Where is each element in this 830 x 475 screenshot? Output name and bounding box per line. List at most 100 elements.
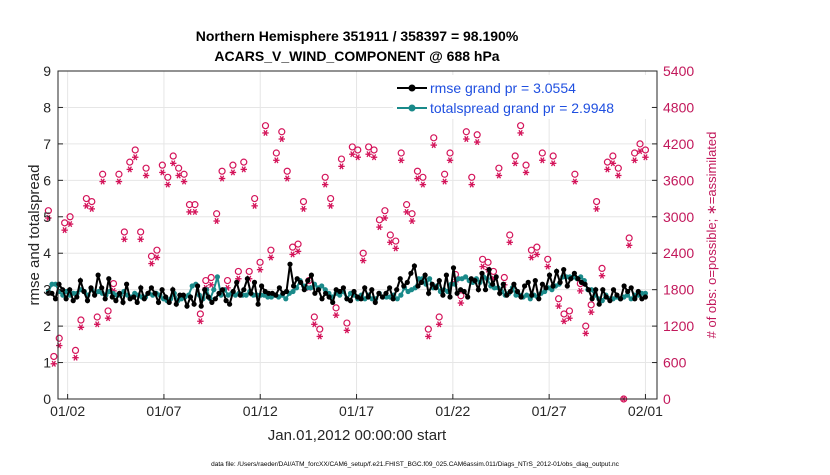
obs-possible-marker xyxy=(598,264,606,273)
rmse-point xyxy=(500,281,506,287)
obs-assimilated-marker xyxy=(153,254,161,261)
obs-assimilated-marker xyxy=(408,217,416,225)
obs-possible-marker xyxy=(549,152,557,160)
obs-assimilated-marker xyxy=(577,287,584,294)
rmse-point xyxy=(450,265,457,271)
obs-assimilated-marker xyxy=(159,169,166,176)
obs-assimilated-marker xyxy=(370,154,378,161)
rmse-point xyxy=(635,288,641,295)
obs-possible-marker xyxy=(99,170,107,178)
obs-assimilated-marker xyxy=(365,151,372,158)
rmse-point xyxy=(102,296,108,302)
chart-title-line2: ACARS_V_WIND_COMPONENT @ 688 hPa xyxy=(214,48,499,64)
rmse-point xyxy=(372,299,378,305)
obs-assimilated-marker xyxy=(631,157,638,164)
obs-assimilated-marker xyxy=(446,157,454,164)
rmse-point xyxy=(603,294,609,300)
obs-possible-marker xyxy=(153,246,161,254)
rmse-point xyxy=(219,287,226,293)
rmse-point xyxy=(241,287,247,293)
legend-rmse-label: rmse grand pr = 3.0554 xyxy=(430,80,576,96)
rmse-point xyxy=(625,288,631,295)
obs-possible-marker xyxy=(245,267,253,276)
rmse-point xyxy=(550,283,556,289)
obs-possible-marker xyxy=(196,310,204,318)
rmse-point xyxy=(120,299,126,305)
obs-assimilated-marker xyxy=(294,248,302,255)
x-tick-label: 01/12 xyxy=(243,403,278,419)
rmse-point xyxy=(248,290,254,296)
obs-possible-marker xyxy=(419,173,427,181)
obs-possible-marker xyxy=(522,161,530,169)
series-lines xyxy=(45,261,649,310)
obs-possible-marker xyxy=(289,243,297,251)
legend: rmse grand pr = 3.0554 totalspread grand… xyxy=(393,75,651,119)
rmse-point xyxy=(614,292,620,298)
obs-assimilated-marker xyxy=(104,315,112,322)
rmse-point xyxy=(113,298,119,304)
obs-assimilated-marker xyxy=(186,208,193,216)
obs-assimilated-marker xyxy=(99,178,106,185)
rmse-point xyxy=(596,301,602,307)
obs-possible-marker xyxy=(321,173,329,181)
rmse-point xyxy=(582,281,588,287)
rmse-point xyxy=(490,281,496,287)
obs-possible-marker xyxy=(484,258,492,266)
legend-box xyxy=(393,75,651,119)
totalspread-point xyxy=(290,288,296,295)
rmse-point xyxy=(525,279,531,285)
rmse-point xyxy=(532,278,538,284)
y-tick-label-left: 0 xyxy=(43,391,51,407)
obs-possible-marker xyxy=(294,240,302,248)
obs-assimilated-marker xyxy=(164,181,171,188)
obs-assimilated-marker xyxy=(61,227,68,234)
obs-assimilated-marker xyxy=(354,154,361,161)
rmse-point xyxy=(205,294,211,300)
obs-possible-marker xyxy=(511,152,519,160)
rmse-point xyxy=(511,281,517,287)
obs-assimilated-marker xyxy=(208,281,215,288)
obs-possible-marker xyxy=(234,267,242,276)
y-tick-label-left: 3 xyxy=(43,282,51,298)
obs-assimilated-marker xyxy=(615,172,622,179)
obs-count-markers xyxy=(44,122,650,403)
rmse-point xyxy=(315,287,322,293)
rmse-point xyxy=(618,296,624,302)
rmse-point xyxy=(159,287,165,293)
obs-possible-marker xyxy=(592,197,601,206)
rmse-point xyxy=(255,301,261,307)
obs-possible-marker xyxy=(435,313,443,321)
rmse-point xyxy=(422,272,428,278)
obs-possible-marker xyxy=(251,194,259,203)
obs-possible-marker xyxy=(359,249,367,257)
rmse-point xyxy=(454,290,460,296)
rmse-point xyxy=(212,296,218,302)
obs-possible-marker xyxy=(381,207,389,215)
obs-assimilated-marker xyxy=(256,266,264,273)
obs-assimilated-marker xyxy=(566,315,573,322)
obs-possible-marker xyxy=(229,161,237,169)
rmse-point xyxy=(554,268,560,274)
obs-possible-marker xyxy=(571,170,579,178)
obs-possible-marker xyxy=(77,316,85,324)
obs-assimilated-marker xyxy=(506,239,513,246)
rmse-point xyxy=(77,278,83,284)
obs-assimilated-marker xyxy=(289,251,296,258)
rmse-point xyxy=(543,285,549,291)
obs-assimilated-marker xyxy=(625,242,633,249)
rmse-point xyxy=(326,294,332,300)
rmse-point xyxy=(408,270,414,276)
obs-assimilated-marker xyxy=(403,208,410,216)
rmse-point xyxy=(593,287,599,293)
obs-possible-marker xyxy=(544,255,552,263)
obs-possible-marker xyxy=(403,201,411,209)
obs-assimilated-marker xyxy=(180,178,188,185)
obs-possible-marker xyxy=(120,228,128,236)
obs-possible-marker xyxy=(587,301,595,309)
x-tick-label: 01/17 xyxy=(339,403,374,419)
rmse-point xyxy=(74,294,80,300)
obs-assimilated-marker xyxy=(66,220,74,228)
rmse-point xyxy=(561,267,567,273)
chart-title-line1: Northern Hemisphere 351911 / 358397 = 98… xyxy=(196,28,519,44)
plot-frame xyxy=(57,70,658,400)
